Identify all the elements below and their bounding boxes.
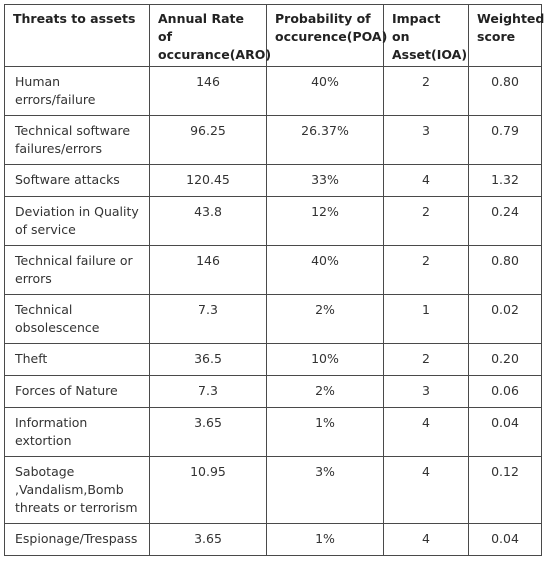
poa-cell: 40% bbox=[266, 245, 384, 295]
ioa-cell: 3 bbox=[383, 375, 469, 408]
threat-cell: Human errors/failure bbox=[4, 66, 150, 116]
aro-cell: 3.65 bbox=[149, 523, 267, 556]
table-row: Technical obsolescence 7.3 2% 1 0.02 bbox=[4, 294, 542, 344]
table-row: Human errors/failure 146 40% 2 0.80 bbox=[4, 66, 542, 116]
threat-cell: Espionage/Trespass bbox=[4, 523, 150, 556]
aro-cell: 43.8 bbox=[149, 196, 267, 246]
aro-cell: 10.95 bbox=[149, 456, 267, 524]
table-row: Technical software failures/errors 96.25… bbox=[4, 115, 542, 165]
threat-cell: Forces of Nature bbox=[4, 375, 150, 408]
threat-cell: Deviation in Quality of service bbox=[4, 196, 150, 246]
threat-cell: Sabotage ,Vandalism,Bomb threats or terr… bbox=[4, 456, 150, 524]
threat-cell: Technical obsolescence bbox=[4, 294, 150, 344]
ioa-cell: 3 bbox=[383, 115, 469, 165]
score-cell: 0.24 bbox=[468, 196, 542, 246]
poa-cell: 2% bbox=[266, 294, 384, 344]
aro-cell: 96.25 bbox=[149, 115, 267, 165]
poa-cell: 40% bbox=[266, 66, 384, 116]
aro-cell: 146 bbox=[149, 66, 267, 116]
table-row: Technical failure or errors 146 40% 2 0.… bbox=[4, 245, 542, 295]
aro-cell: 7.3 bbox=[149, 294, 267, 344]
threat-cell: Software attacks bbox=[4, 164, 150, 197]
score-cell: 1.32 bbox=[468, 164, 542, 197]
poa-cell: 26.37% bbox=[266, 115, 384, 165]
ioa-cell: 4 bbox=[383, 407, 469, 457]
poa-cell: 12% bbox=[266, 196, 384, 246]
score-cell: 0.04 bbox=[468, 407, 542, 457]
score-cell: 0.79 bbox=[468, 115, 542, 165]
header-aro: Annual Rate of occurance(ARO) bbox=[149, 4, 271, 67]
poa-cell: 1% bbox=[266, 523, 384, 556]
threat-cell: Technical software failures/errors bbox=[4, 115, 150, 165]
header-ioa: Impact on Asset(IOA) bbox=[383, 4, 469, 67]
score-cell: 0.04 bbox=[468, 523, 542, 556]
poa-cell: 3% bbox=[266, 456, 384, 524]
aro-cell: 120.45 bbox=[149, 164, 267, 197]
poa-cell: 33% bbox=[266, 164, 384, 197]
table-row: Theft 36.5 10% 2 0.20 bbox=[4, 343, 542, 376]
ioa-cell: 4 bbox=[383, 164, 469, 197]
aro-cell: 7.3 bbox=[149, 375, 267, 408]
table-row: Deviation in Quality of service 43.8 12%… bbox=[4, 196, 542, 246]
aro-cell: 36.5 bbox=[149, 343, 267, 376]
threats-table: Threats to assets Annual Rate of occuran… bbox=[4, 4, 544, 556]
ioa-cell: 2 bbox=[383, 245, 469, 295]
table-row: Software attacks 120.45 33% 4 1.32 bbox=[4, 164, 542, 197]
score-cell: 0.02 bbox=[468, 294, 542, 344]
ioa-cell: 4 bbox=[383, 523, 469, 556]
ioa-cell: 2 bbox=[383, 343, 469, 376]
table-row: Information extortion 3.65 1% 4 0.04 bbox=[4, 407, 542, 457]
threat-cell: Technical failure or errors bbox=[4, 245, 150, 295]
threat-cell: Theft bbox=[4, 343, 150, 376]
ioa-cell: 2 bbox=[383, 66, 469, 116]
score-cell: 0.80 bbox=[468, 245, 542, 295]
aro-cell: 146 bbox=[149, 245, 267, 295]
poa-cell: 1% bbox=[266, 407, 384, 457]
score-cell: 0.80 bbox=[468, 66, 542, 116]
poa-cell: 10% bbox=[266, 343, 384, 376]
aro-cell: 3.65 bbox=[149, 407, 267, 457]
header-poa: Probability of occurence(POA) bbox=[266, 4, 387, 67]
ioa-cell: 4 bbox=[383, 456, 469, 524]
poa-cell: 2% bbox=[266, 375, 384, 408]
table-row: Forces of Nature 7.3 2% 3 0.06 bbox=[4, 375, 542, 408]
score-cell: 0.20 bbox=[468, 343, 542, 376]
header-row: Threats to assets Annual Rate of occuran… bbox=[4, 4, 544, 67]
score-cell: 0.12 bbox=[468, 456, 542, 524]
ioa-cell: 1 bbox=[383, 294, 469, 344]
header-threats: Threats to assets bbox=[4, 4, 150, 67]
score-cell: 0.06 bbox=[468, 375, 542, 408]
ioa-cell: 2 bbox=[383, 196, 469, 246]
table-row: Espionage/Trespass 3.65 1% 4 0.04 bbox=[4, 523, 542, 556]
header-weighted-score: Weighted score bbox=[468, 4, 544, 67]
table-row: Sabotage ,Vandalism,Bomb threats or terr… bbox=[4, 456, 542, 524]
threat-cell: Information extortion bbox=[4, 407, 150, 457]
